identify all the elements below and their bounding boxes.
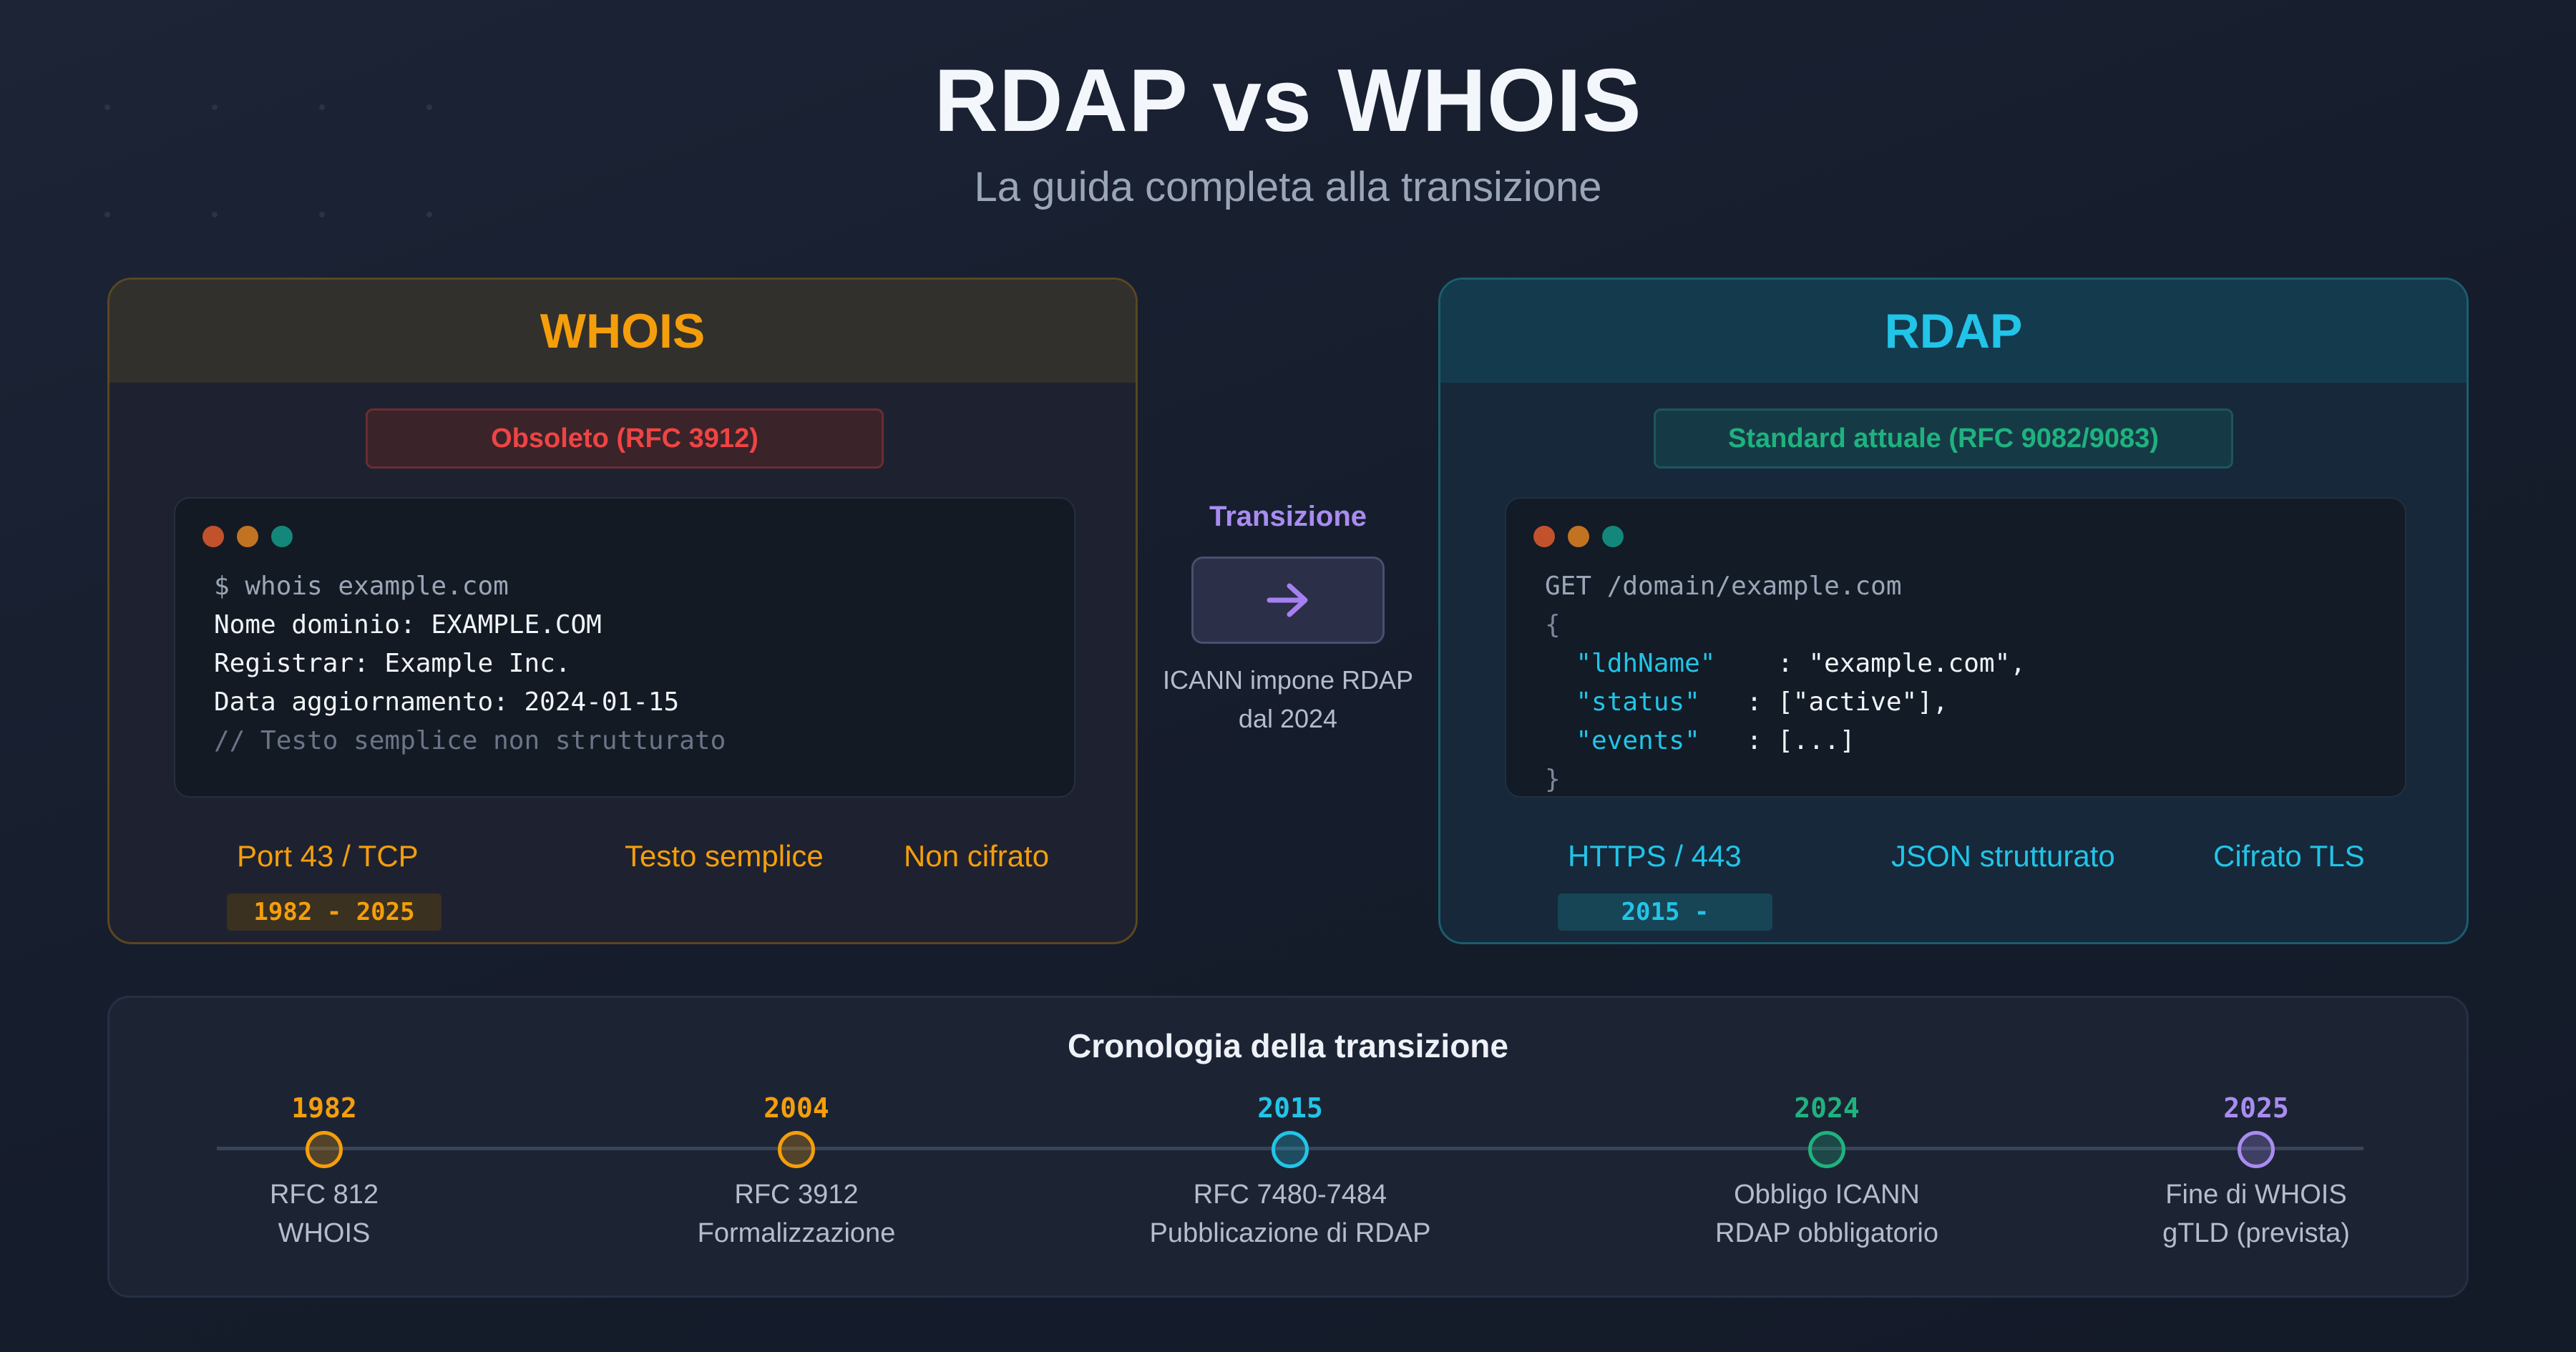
terminal-maximize-dot: [1602, 526, 1624, 547]
whois-panel: WHOIS Obsoleto (RFC 3912) $ whois exampl…: [107, 278, 1138, 944]
terminal-comment-line: // Testo semplice non strutturato: [214, 726, 726, 755]
transition-note: ICANN impone RDAP dal 2024: [1145, 661, 1431, 738]
milestone-description: Pubblicazione di RDAP: [1149, 1218, 1431, 1248]
json-sep: :: [1699, 726, 1778, 755]
whois-panel-title: WHOIS: [109, 280, 1136, 383]
whois-feature-format: Testo semplice: [625, 839, 824, 873]
rdap-terminal-output: GET /domain/example.com { "ldhName" : "e…: [1545, 567, 2026, 799]
milestone-year: 2025: [2223, 1092, 2289, 1124]
decor-dot: [212, 212, 218, 217]
milestone-marker: [306, 1131, 343, 1168]
json-key: "status": [1576, 687, 1700, 717]
timeline-title: Cronologia della transizione: [1068, 1027, 1508, 1064]
milestone-marker: [1808, 1131, 1845, 1168]
milestone-label: RFC 3912: [734, 1180, 859, 1210]
milestone-year: 2004: [763, 1092, 829, 1124]
terminal-close-dot: [203, 526, 224, 547]
milestone-marker: [1272, 1131, 1309, 1168]
json-sep: :: [1699, 687, 1778, 717]
json-field-line: "events" : [...]: [1545, 722, 2026, 760]
whois-terminal: $ whois example.com Nome dominio: EXAMPL…: [174, 497, 1075, 798]
decor-dot: [104, 212, 110, 217]
json-sep: :: [1715, 649, 1809, 678]
terminal-output-line: Data aggiornamento: 2024-01-15: [214, 687, 680, 717]
rdap-years-badge: 2015 -: [1558, 893, 1772, 931]
page-title: RDAP vs WHOIS: [934, 52, 1642, 150]
arrow-right-icon: [1267, 583, 1308, 617]
json-key: "events": [1576, 726, 1700, 755]
rdap-panel-title: RDAP: [1440, 280, 2467, 383]
json-value: [...]: [1777, 726, 1855, 755]
terminal-request-line: GET /domain/example.com: [1545, 572, 1902, 601]
decor-dot: [426, 104, 432, 110]
json-value: ["active"],: [1777, 687, 1948, 717]
milestone-description: gTLD (prevista): [2162, 1218, 2350, 1248]
decor-dot: [426, 212, 432, 217]
whois-terminal-output: $ whois example.com Nome dominio: EXAMPL…: [214, 567, 726, 760]
milestone-label: RFC 812: [269, 1180, 379, 1210]
milestone-marker: [778, 1131, 815, 1168]
milestone-label: Fine di WHOIS: [2165, 1180, 2347, 1210]
json-field-line: "status" : ["active"],: [1545, 683, 2026, 722]
whois-years-badge: 1982 - 2025: [227, 893, 441, 931]
terminal-maximize-dot: [271, 526, 293, 547]
milestone-year: 2024: [1794, 1092, 1860, 1124]
json-close-brace: }: [1545, 765, 1561, 794]
rdap-status-badge: Standard attuale (RFC 9082/9083): [1654, 408, 2233, 469]
terminal-output-line: Nome dominio: EXAMPLE.COM: [214, 610, 602, 640]
transition-note-line2: dal 2024: [1238, 704, 1338, 733]
milestone-description: WHOIS: [278, 1218, 371, 1248]
milestone-year: 2015: [1257, 1092, 1323, 1124]
json-key: "ldhName": [1576, 649, 1716, 678]
rdap-terminal: GET /domain/example.com { "ldhName" : "e…: [1505, 497, 2406, 798]
terminal-minimize-dot: [1568, 526, 1589, 547]
terminal-close-dot: [1533, 526, 1555, 547]
json-value: "example.com",: [1808, 649, 2026, 678]
rdap-feature-port: HTTPS / 443: [1568, 839, 1742, 873]
json-open-brace: {: [1545, 610, 1561, 640]
rdap-feature-format: JSON strutturato: [1891, 839, 2115, 873]
whois-feature-encryption: Non cifrato: [904, 839, 1050, 873]
milestone-marker: [2238, 1131, 2275, 1168]
rdap-feature-encryption: Cifrato TLS: [2213, 839, 2365, 873]
timeline-panel: Cronologia della transizione 1982 RFC 812…: [107, 996, 2469, 1298]
terminal-minimize-dot: [237, 526, 258, 547]
whois-feature-port: Port 43 / TCP: [237, 839, 419, 873]
transition-note-line1: ICANN impone RDAP: [1162, 665, 1414, 695]
decor-dot: [212, 104, 218, 110]
milestone-year: 1982: [291, 1092, 357, 1124]
rdap-panel: RDAP Standard attuale (RFC 9082/9083) GE…: [1438, 278, 2469, 944]
milestone-description: Formalizzazione: [697, 1218, 896, 1248]
milestone-description: RDAP obbligatorio: [1715, 1218, 1938, 1248]
page-subtitle: La guida completa alla transizione: [974, 164, 1602, 210]
decor-dot: [104, 104, 110, 110]
terminal-output-line: Registrar: Example Inc.: [214, 649, 571, 678]
decor-dot: [319, 104, 325, 110]
json-field-line: "ldhName" : "example.com",: [1545, 645, 2026, 683]
whois-status-badge: Obsoleto (RFC 3912): [366, 408, 884, 469]
decor-dot: [319, 212, 325, 217]
milestone-label: Obbligo ICANN: [1734, 1180, 1920, 1210]
terminal-command-line: $ whois example.com: [214, 572, 509, 601]
transition-arrow: [1191, 557, 1385, 644]
transition-label: Transizione: [1209, 501, 1367, 532]
milestone-label: RFC 7480-7484: [1193, 1180, 1387, 1210]
